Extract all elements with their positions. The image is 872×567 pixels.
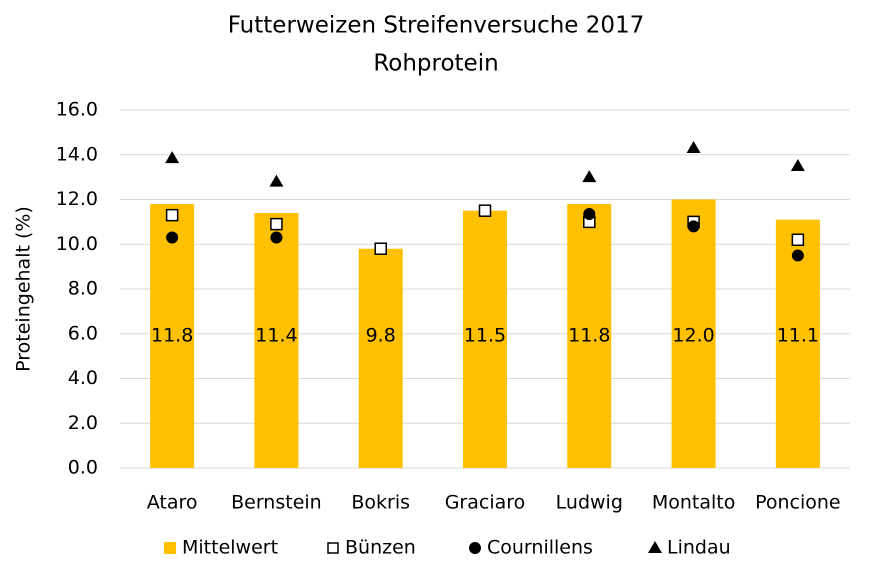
data-label: 11.8 — [151, 325, 193, 347]
y-tick-label: 10.0 — [56, 233, 98, 255]
data-label: 11.1 — [777, 325, 819, 347]
y-tick-label: 16.0 — [56, 99, 98, 121]
data-label: 11.8 — [568, 325, 610, 347]
legend-swatch — [469, 542, 481, 554]
circle-marker — [166, 231, 179, 244]
chart-title: Futterweizen Streifenversuche 2017 — [228, 13, 645, 39]
legend-label: Bünzen — [345, 537, 416, 559]
y-axis-label: Proteingehalt (%) — [13, 206, 35, 372]
x-tick-label: Poncione — [755, 492, 841, 514]
bar — [567, 203, 612, 468]
data-label: 11.5 — [464, 325, 506, 347]
y-tick-label: 8.0 — [68, 278, 98, 300]
bar — [671, 199, 716, 468]
bar — [254, 212, 299, 468]
y-tick-label: 0.0 — [68, 457, 98, 479]
y-tick-label: 14.0 — [56, 143, 98, 165]
triangle-marker — [165, 151, 180, 164]
data-label: 12.0 — [672, 325, 714, 347]
x-tick-label: Bokris — [351, 492, 410, 514]
x-tick-label: Ataro — [147, 492, 198, 514]
square-marker — [791, 233, 805, 247]
triangle-marker — [269, 174, 284, 187]
y-tick-label: 4.0 — [68, 367, 98, 389]
x-tick-label: Ludwig — [556, 492, 623, 514]
legend-label: Lindau — [667, 537, 731, 559]
legend-label: Mittelwert — [182, 537, 278, 559]
data-label: 9.8 — [366, 325, 396, 347]
y-tick-label: 6.0 — [68, 322, 98, 344]
legend-swatch — [327, 542, 339, 554]
triangle-marker — [686, 141, 701, 154]
circle-marker — [687, 220, 700, 233]
y-tick-label: 2.0 — [68, 412, 98, 434]
triangle-marker — [790, 158, 805, 171]
y-tick-label: 12.0 — [56, 188, 98, 210]
legend-swatch — [164, 542, 176, 554]
square-marker — [478, 204, 492, 217]
circle-marker — [270, 231, 283, 244]
data-label: 11.4 — [255, 325, 297, 347]
square-marker — [374, 242, 387, 255]
bar — [150, 203, 195, 468]
x-tick-label: Graciaro — [445, 492, 526, 514]
bar — [358, 248, 403, 468]
square-marker — [270, 217, 283, 231]
triangle-marker — [582, 170, 597, 183]
square-marker — [165, 208, 179, 222]
legend-label: Cournillens — [487, 537, 593, 559]
chart-subtitle: Rohprotein — [373, 51, 498, 77]
bar — [463, 210, 507, 468]
x-tick-label: Montalto — [652, 492, 736, 514]
x-tick-label: Bernstein — [231, 492, 322, 514]
circle-marker — [791, 249, 804, 262]
legend-swatch — [648, 541, 662, 553]
circle-marker — [583, 208, 596, 221]
